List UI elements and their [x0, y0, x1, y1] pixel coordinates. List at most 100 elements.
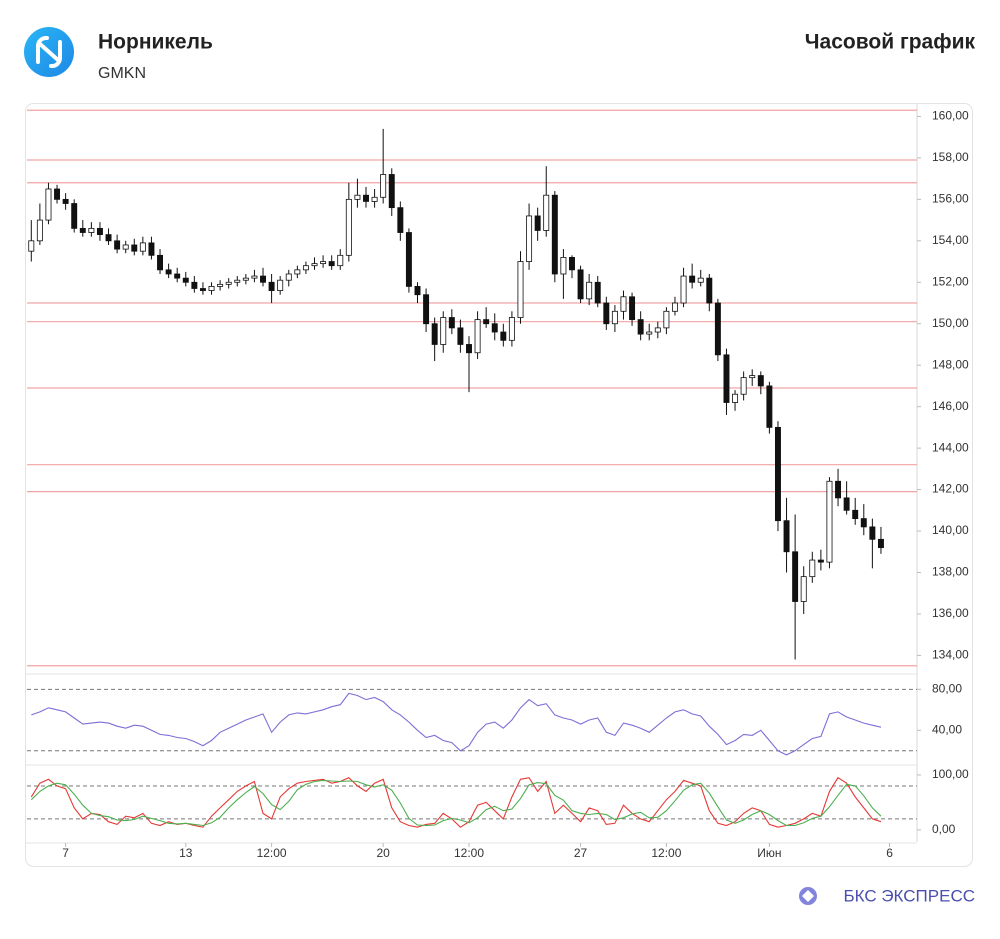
candle-body — [654, 327, 661, 333]
candle-body — [79, 227, 86, 233]
candle-body — [466, 344, 472, 354]
candle-body — [560, 257, 567, 275]
candle-body — [114, 240, 121, 250]
candle-body — [740, 377, 747, 395]
candle-body — [637, 319, 644, 335]
candle-body — [749, 375, 756, 379]
candle-body — [328, 261, 335, 267]
x-tick-label: 20 — [376, 846, 390, 860]
y-tick-label: 158,00 — [932, 150, 969, 164]
candle-body — [345, 198, 352, 256]
candle-body — [706, 277, 713, 304]
candle-body — [423, 294, 430, 325]
candle-body — [414, 286, 421, 296]
candle-body — [62, 198, 69, 204]
candle-body — [294, 269, 301, 275]
brand: БКС ЭКСПРЕСС — [843, 886, 975, 905]
candle-body — [826, 480, 833, 563]
candle-body — [551, 194, 558, 275]
y-tick-label: 160,00 — [932, 109, 969, 123]
candle-body — [534, 215, 541, 231]
candle-body — [234, 279, 241, 283]
candle-body — [835, 480, 842, 499]
y-tick-label: 40,00 — [932, 722, 962, 736]
y-tick-label: 100,00 — [932, 767, 969, 781]
candle-body — [242, 277, 249, 281]
candle-body — [577, 269, 584, 300]
logo — [24, 27, 74, 77]
candle-body — [474, 319, 481, 354]
chart-frame — [25, 103, 973, 867]
candle-body — [569, 257, 575, 271]
candle-body — [191, 281, 198, 289]
candle-body — [36, 219, 43, 242]
candle-body — [208, 286, 215, 291]
candle-body — [689, 275, 696, 283]
candle-body — [817, 559, 824, 563]
candle-body — [225, 281, 232, 285]
y-tick-label: 156,00 — [932, 192, 969, 206]
candle-body — [680, 275, 687, 304]
candle-body — [663, 310, 670, 329]
y-tick-label: 140,00 — [932, 523, 969, 537]
candle-body — [783, 520, 790, 553]
candle-body — [543, 194, 550, 231]
candle-body — [397, 207, 404, 233]
candle-body — [431, 323, 438, 345]
brand-logo — [799, 887, 817, 905]
candle-body — [843, 497, 850, 511]
candle-body — [363, 194, 369, 202]
candle-body — [174, 273, 181, 279]
candle-body — [714, 302, 721, 356]
candle-body — [71, 203, 78, 229]
candle-body — [311, 263, 318, 267]
candle-body — [440, 317, 447, 345]
y-tick-label: 0,00 — [932, 822, 956, 836]
candle-body — [732, 393, 739, 403]
candle-body — [105, 234, 112, 242]
candle-body — [852, 509, 859, 519]
candle-body — [371, 196, 378, 202]
candle-body — [354, 194, 361, 200]
candle-body — [165, 269, 172, 275]
candle-body — [320, 261, 327, 265]
candle-body — [131, 244, 138, 252]
y-tick-label: 154,00 — [932, 233, 969, 247]
candle-body — [483, 319, 490, 325]
candle-body — [860, 518, 867, 528]
candle-body — [594, 281, 601, 304]
y-tick-label: 148,00 — [932, 357, 969, 371]
candle-body — [268, 281, 275, 291]
candle-body — [157, 254, 164, 271]
y-tick-label: 80,00 — [932, 681, 962, 695]
candle-body — [54, 188, 61, 200]
x-tick-label: 12:00 — [651, 846, 681, 860]
x-tick-label: 12:00 — [257, 846, 287, 860]
candle-body — [697, 277, 704, 283]
candle-body — [139, 242, 146, 252]
y-tick-label: 136,00 — [932, 606, 969, 620]
candle-body — [526, 215, 533, 262]
candle-body — [302, 265, 309, 271]
chart-label: Часовой график — [805, 31, 976, 54]
y-tick-label: 146,00 — [932, 399, 969, 413]
candle-body — [277, 279, 284, 291]
x-tick-label: 7 — [62, 846, 69, 860]
candle-body — [620, 296, 627, 312]
candle-body — [96, 227, 103, 235]
candle-body — [148, 242, 155, 256]
candle-body — [491, 323, 498, 333]
candle-body — [586, 281, 593, 300]
candle-body — [757, 375, 764, 387]
candle-body — [809, 559, 816, 578]
candle-body — [285, 273, 292, 281]
candle-body — [800, 576, 807, 602]
candle-body — [869, 526, 876, 540]
candle-body — [217, 283, 224, 287]
candle-body — [646, 331, 653, 335]
x-tick-label: 12:00 — [454, 846, 484, 860]
candle-body — [388, 174, 395, 209]
candle-body — [405, 232, 412, 287]
candle-body — [251, 275, 258, 279]
